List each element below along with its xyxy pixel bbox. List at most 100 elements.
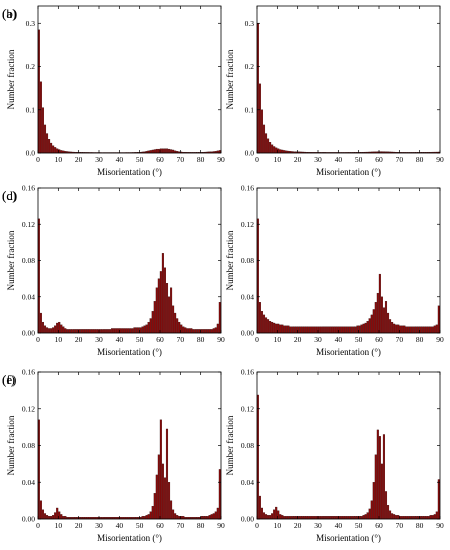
bar xyxy=(66,329,69,334)
bar xyxy=(115,328,118,334)
bar xyxy=(68,329,71,334)
bar xyxy=(323,516,327,520)
x-tick-label: 0 xyxy=(36,335,40,344)
x-tick-label: 80 xyxy=(197,521,205,530)
bar xyxy=(389,510,392,520)
bar xyxy=(157,148,160,154)
x-tick-label: 30 xyxy=(95,521,103,530)
bar xyxy=(161,253,164,334)
bar xyxy=(362,515,365,520)
panel-label: (f) xyxy=(2,372,15,387)
bar xyxy=(378,436,381,520)
plot-frame xyxy=(256,5,441,154)
bar xyxy=(405,326,408,334)
bar xyxy=(325,326,329,334)
bar xyxy=(435,511,438,520)
bar xyxy=(52,515,55,520)
bar xyxy=(328,326,331,334)
x-tick-label: 60 xyxy=(375,521,383,530)
bar xyxy=(285,325,288,334)
bar xyxy=(216,323,219,334)
chart-panel: (e) 0 10 20 30 40 50 60 70 80 90 0.00 0.04 0.08 0.12 0.… xyxy=(2,368,225,544)
bar xyxy=(269,321,272,334)
bar xyxy=(149,318,152,334)
bar xyxy=(167,148,171,154)
bar xyxy=(366,512,369,520)
x-tick-label: 10 xyxy=(55,335,63,344)
bar xyxy=(54,325,57,334)
bar xyxy=(109,329,112,334)
bar xyxy=(309,326,312,334)
bar xyxy=(423,516,426,520)
bar xyxy=(192,329,195,334)
bar xyxy=(214,327,217,334)
bar xyxy=(260,507,264,520)
bar xyxy=(354,326,357,334)
bar xyxy=(380,463,383,520)
bar xyxy=(39,500,42,520)
bar xyxy=(141,326,144,334)
bar xyxy=(313,516,316,520)
y-tick-label: 0.16 xyxy=(22,368,35,377)
bar xyxy=(395,324,398,334)
bar xyxy=(303,326,306,334)
bar xyxy=(182,326,185,334)
y-tick-label: 0.0 xyxy=(245,149,255,158)
bar xyxy=(437,305,440,334)
bar xyxy=(56,148,59,154)
bar xyxy=(407,516,410,520)
bar xyxy=(273,146,276,154)
bar xyxy=(212,328,215,334)
x-tick-label: 50 xyxy=(136,335,144,344)
plot-frame xyxy=(256,187,441,334)
panel-label: (b) xyxy=(2,6,17,21)
bar xyxy=(159,419,162,520)
bar xyxy=(348,326,351,334)
x-tick-label: 30 xyxy=(314,335,322,344)
bar xyxy=(165,283,169,334)
bar xyxy=(60,324,63,334)
x-tick-label: 30 xyxy=(314,155,322,164)
bar xyxy=(39,312,42,334)
bar xyxy=(60,514,63,520)
bar xyxy=(50,142,53,154)
bar xyxy=(368,508,371,520)
x-tick-label: 50 xyxy=(355,335,363,344)
bar xyxy=(299,516,302,520)
bar xyxy=(273,322,276,334)
bar xyxy=(176,318,179,334)
bar xyxy=(403,325,406,334)
bar xyxy=(325,516,329,520)
bar xyxy=(210,329,213,334)
bar xyxy=(214,511,217,520)
bar xyxy=(147,321,150,334)
bar xyxy=(62,516,65,520)
bar xyxy=(287,325,290,334)
bar xyxy=(172,149,175,154)
bar xyxy=(45,133,49,154)
plot-frame xyxy=(37,187,222,334)
x-tick-label: 90 xyxy=(436,155,444,164)
bar xyxy=(315,326,318,334)
bar xyxy=(210,514,213,520)
chart-panel: (c) 0 10 20 30 40 50 60 70 80 90 0.00 0.04 0.08 0.12 0.… xyxy=(2,184,225,358)
bar xyxy=(401,516,404,520)
bar xyxy=(216,507,219,520)
bar xyxy=(366,321,369,334)
bar xyxy=(258,83,261,154)
bar xyxy=(311,326,314,334)
bar xyxy=(386,505,390,520)
bar xyxy=(431,515,434,520)
x-tick-label: 40 xyxy=(116,521,124,530)
bar xyxy=(374,454,377,520)
bar xyxy=(74,329,77,334)
bar xyxy=(360,324,363,334)
y-axis-label: Number fraction xyxy=(6,49,16,109)
y-tick-label: 0.16 xyxy=(241,368,254,377)
bar xyxy=(372,309,375,334)
bar xyxy=(380,296,383,334)
bar xyxy=(328,516,331,520)
bar xyxy=(127,328,130,334)
chart-panel: (f) 0 10 20 30 40 50 60 70 80 90 0.00 0.04 0.08 0.12 0.… xyxy=(2,368,444,544)
